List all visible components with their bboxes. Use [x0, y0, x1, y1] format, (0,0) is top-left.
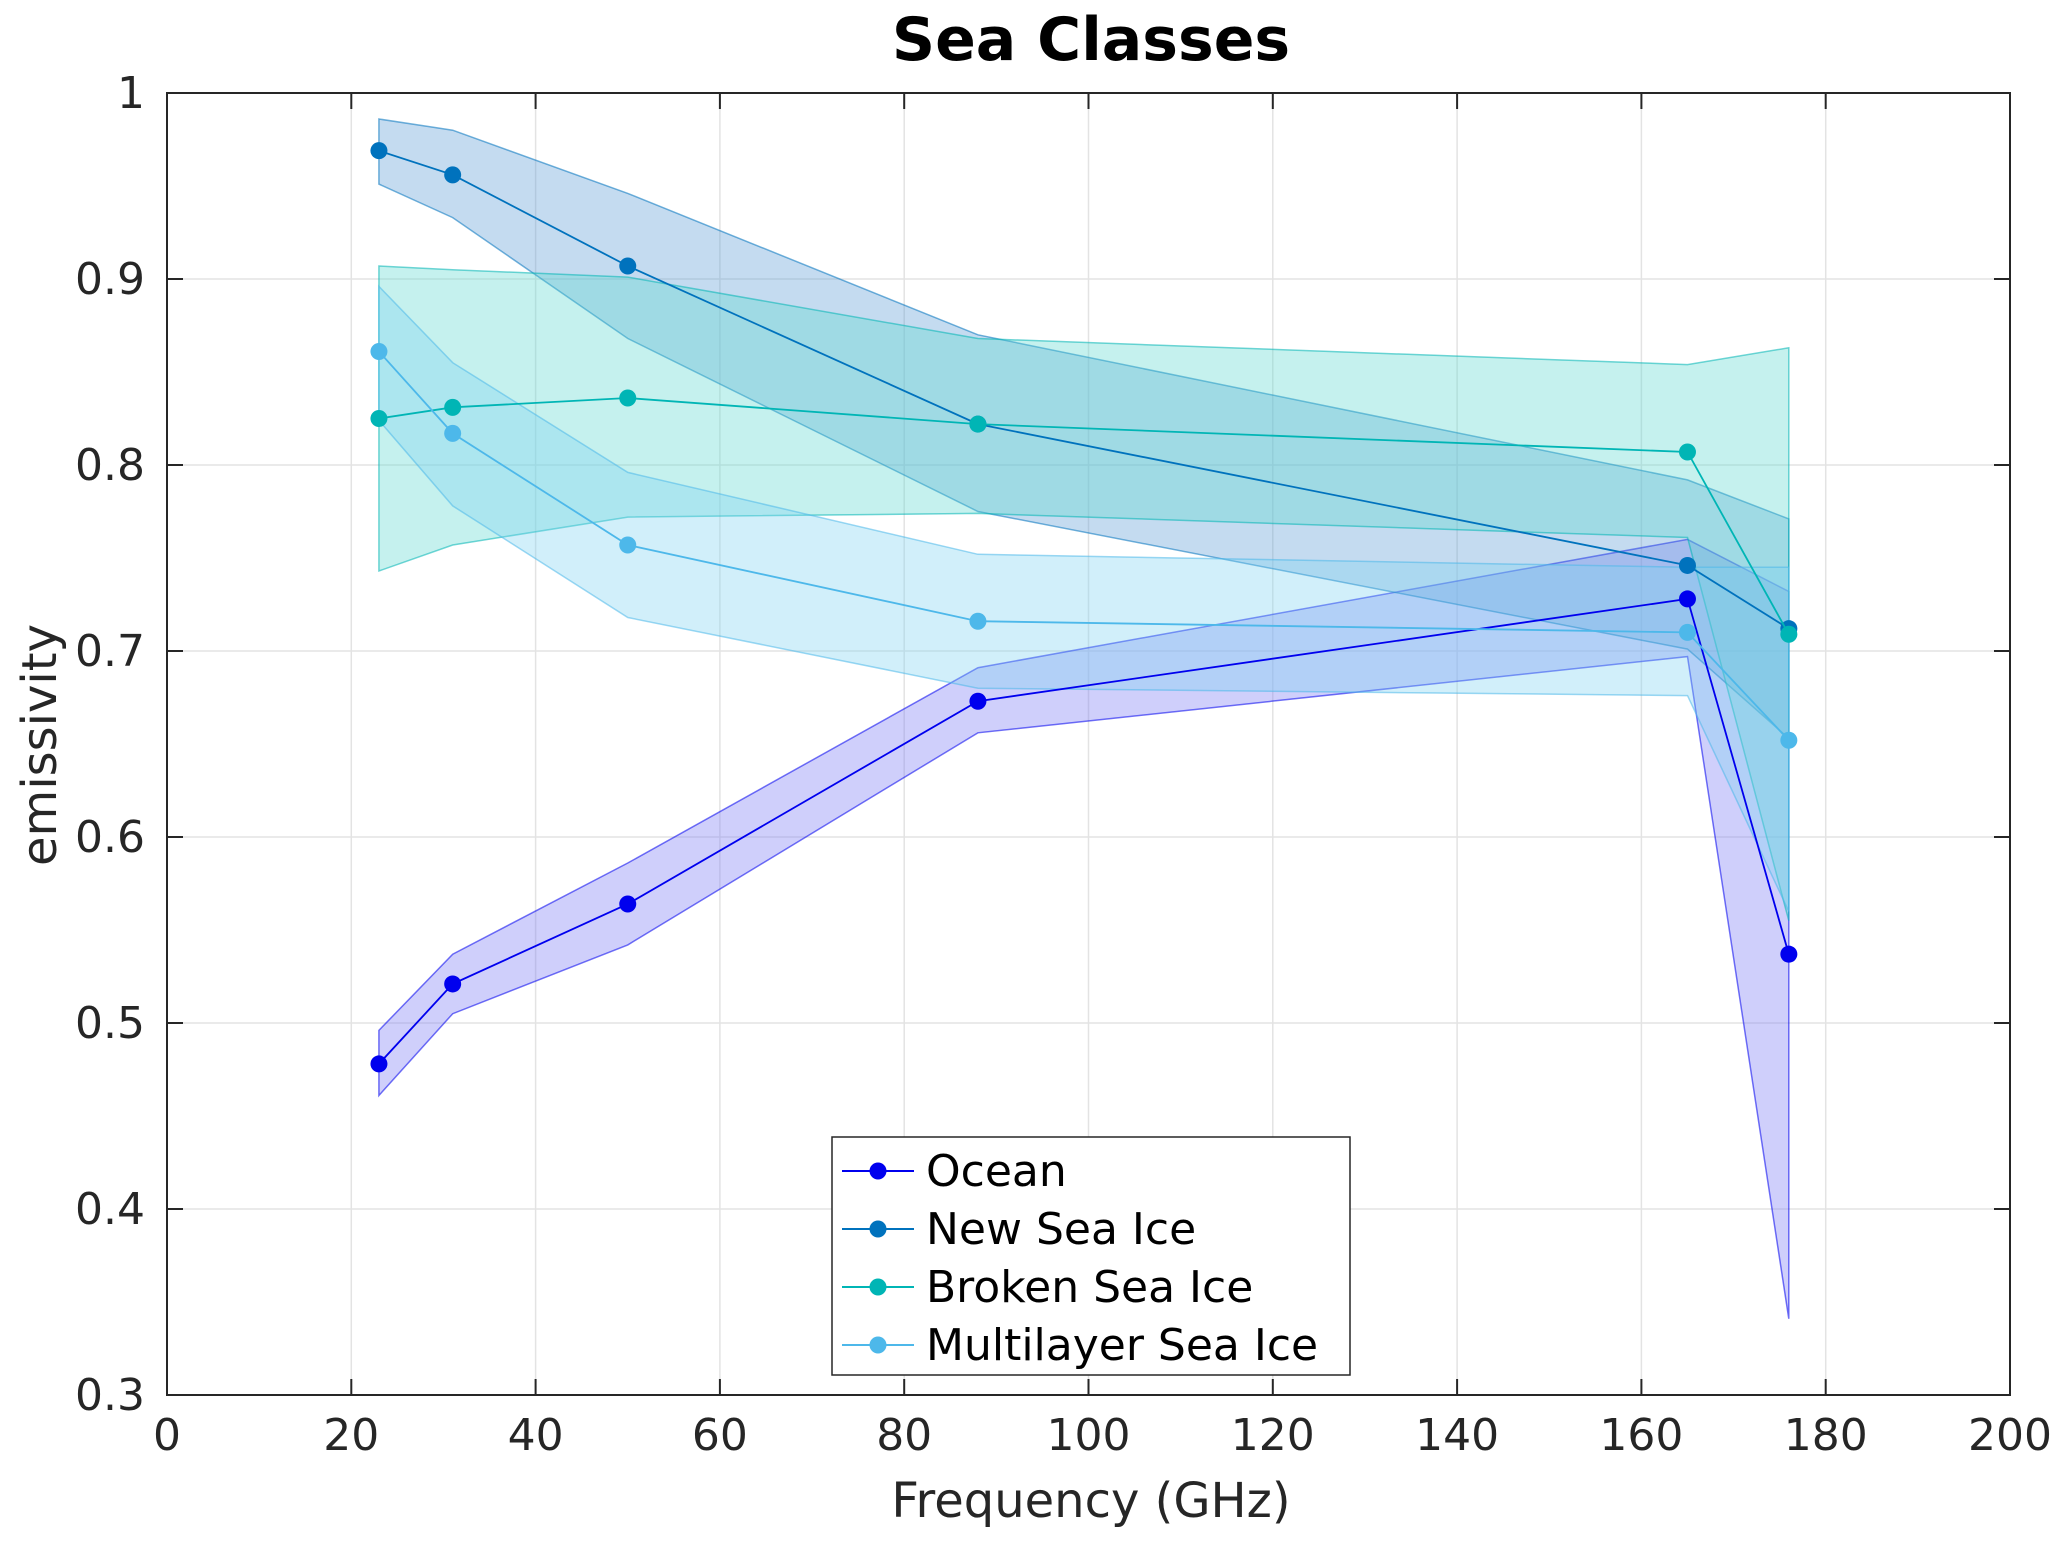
- y-tick-label: 0.4: [75, 1184, 145, 1235]
- legend-marker-2: [869, 1278, 887, 1296]
- x-tick-label: 140: [1415, 1410, 1499, 1461]
- data-point-0-0: [370, 1055, 388, 1073]
- legend-box: [831, 1136, 1351, 1376]
- x-tick-label: 160: [1599, 1410, 1683, 1461]
- data-point-0-5: [1780, 945, 1798, 963]
- y-tick-label: 0.6: [75, 812, 145, 863]
- x-tick-label: 200: [1968, 1410, 2052, 1461]
- y-tick-label: 0.3: [75, 1370, 145, 1421]
- legend-marker-0: [869, 1162, 887, 1180]
- series-lines: [370, 142, 1798, 1073]
- band-2: [378, 265, 1790, 921]
- data-point-1-2: [619, 257, 637, 275]
- tick-labels: 0 20 40 60 80 100 120 140 160 180 200 0.3 0.4 0.5 0.6 0…: [75, 68, 2052, 1461]
- x-tick-label: 180: [1784, 1410, 1868, 1461]
- legend-label-1: New Sea Ice: [926, 1204, 1196, 1255]
- legend: Ocean New Sea Ice Broken Sea Ice Multilayer…: [831, 1136, 1351, 1376]
- data-point-0-4: [1678, 590, 1696, 608]
- legend-marker-1: [869, 1220, 887, 1238]
- x-tick-label: 20: [323, 1410, 379, 1461]
- y-tick-label: 1: [117, 68, 145, 119]
- series-line-2: [378, 397, 1790, 635]
- data-point-0-1: [444, 975, 462, 993]
- legend-label-3: Multilayer Sea Ice: [926, 1320, 1318, 1371]
- data-point-2-1: [444, 398, 462, 416]
- data-point-1-1: [444, 166, 462, 184]
- y-axis-label: emissivity: [12, 624, 68, 866]
- y-tick-label: 0.5: [75, 998, 145, 1049]
- x-tick-label: 60: [692, 1410, 748, 1461]
- data-point-2-2: [619, 389, 637, 407]
- data-point-0-3: [969, 692, 987, 710]
- x-tick-label: 40: [508, 1410, 564, 1461]
- x-tick-label: 0: [153, 1410, 181, 1461]
- data-point-3-3: [969, 612, 987, 630]
- x-tick-label: 80: [876, 1410, 932, 1461]
- band-0: [378, 538, 1790, 1319]
- y-tick-label: 0.9: [75, 254, 145, 305]
- data-point-3-2: [619, 536, 637, 554]
- x-tick-label: 120: [1231, 1410, 1315, 1461]
- series-line-1: [378, 149, 1790, 630]
- series-line-3: [378, 350, 1790, 741]
- data-point-3-5: [1780, 731, 1798, 749]
- data-point-1-0: [370, 142, 388, 160]
- band-3: [378, 284, 1790, 912]
- data-point-3-0: [370, 343, 388, 361]
- x-axis-label: Frequency (GHz): [891, 1473, 1290, 1529]
- data-point-3-1: [444, 424, 462, 442]
- data-point-2-0: [370, 410, 388, 427]
- data-point-1-4: [1678, 556, 1696, 574]
- chart-title: Sea Classes: [892, 5, 1290, 75]
- data-point-2-4: [1678, 443, 1696, 461]
- legend-label-2: Broken Sea Ice: [926, 1262, 1253, 1313]
- series-line-0: [378, 597, 1790, 1065]
- x-tick-label: 100: [1047, 1410, 1131, 1461]
- legend-marker-3: [869, 1336, 887, 1354]
- y-tick-label: 0.7: [75, 626, 145, 677]
- data-point-0-2: [619, 895, 637, 913]
- data-point-2-5: [1780, 625, 1798, 643]
- data-point-3-4: [1678, 623, 1696, 641]
- data-point-2-3: [969, 415, 987, 433]
- legend-label-0: Ocean: [926, 1146, 1067, 1197]
- axes: [166, 92, 2011, 1396]
- y-tick-label: 0.8: [75, 440, 145, 491]
